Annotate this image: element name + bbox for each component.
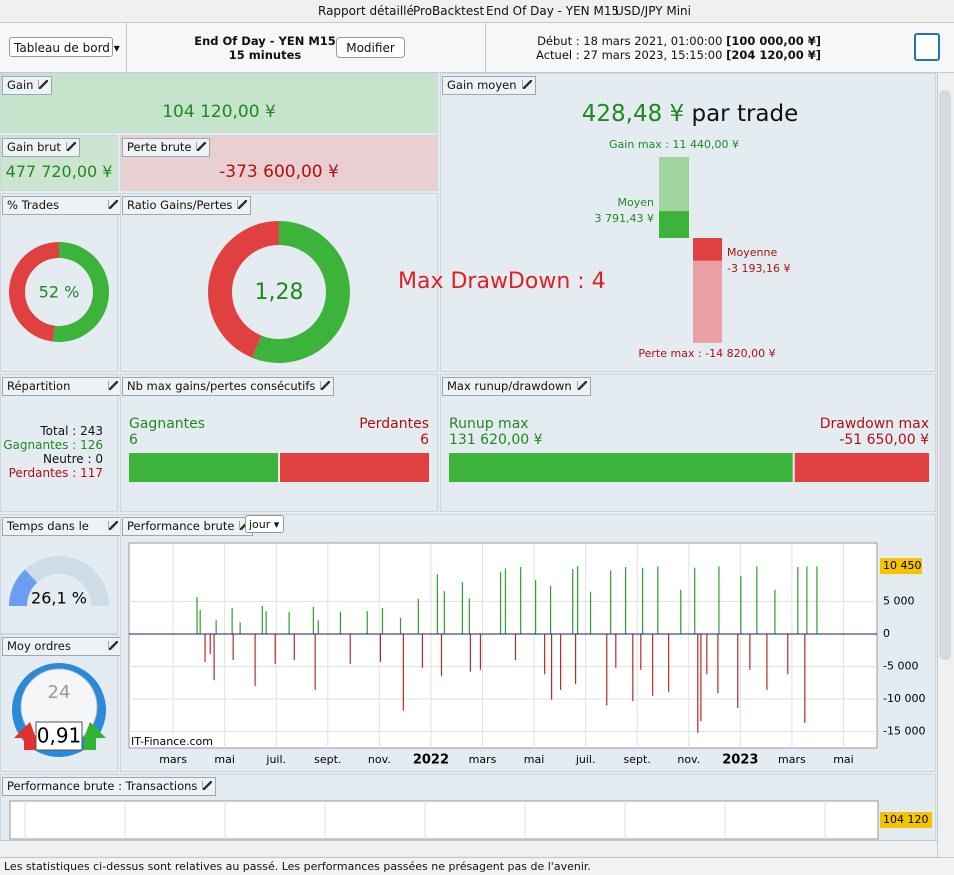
panel-title: Perte brute bbox=[122, 138, 210, 157]
period-label: jour bbox=[249, 518, 270, 531]
start-date: 18 mars 2021, 01:00:00 bbox=[583, 34, 722, 48]
gain-max-value: 11 440,00 ¥ bbox=[672, 138, 738, 151]
avg-gain-value: 428,48 ¥ bbox=[582, 101, 684, 127]
perte-max-text: Perte max : bbox=[638, 347, 701, 360]
rep-value: 0 bbox=[95, 452, 103, 466]
rep-row: Neutre : 0 bbox=[43, 452, 103, 466]
current-date: 27 mars 2023, 15:15:00 bbox=[583, 48, 722, 62]
rep-value: 243 bbox=[80, 424, 103, 438]
moy-ordres-panel: Moy ordres exe... bbox=[0, 634, 118, 772]
moyenne-label: Moyenne bbox=[727, 246, 777, 259]
rep-value: 126 bbox=[80, 438, 103, 452]
menu-item[interactable]: Rapport détaillé bbox=[318, 4, 414, 18]
start-capital: [100 000,00 ¥] bbox=[726, 34, 821, 48]
settings-icon[interactable] bbox=[914, 33, 940, 61]
rep-row: Perdantes : 117 bbox=[9, 466, 103, 480]
panel-title: Gain moyen bbox=[442, 76, 536, 95]
drawdown-label: Drawdown max bbox=[820, 416, 929, 432]
menu-item[interactable]: ProBacktest bbox=[413, 4, 484, 18]
moyenne-value: -3 193,16 ¥ bbox=[727, 262, 790, 275]
panel-title: Ratio Gains/Pertes bbox=[122, 196, 251, 215]
panel-title: Max runup/drawdown bbox=[442, 377, 591, 396]
gain-max-text: Gain max : bbox=[609, 138, 669, 151]
moyen-value: 3 791,43 ¥ bbox=[595, 212, 654, 225]
drawdown-value: -51 650,00 ¥ bbox=[839, 432, 929, 448]
strategy-name: End Of Day - YEN M15 bbox=[194, 34, 336, 48]
panel-title: Gain bbox=[2, 76, 52, 95]
rep-row: Total : 243 bbox=[40, 424, 103, 438]
toolbar-divider bbox=[485, 23, 486, 72]
start-label: Début : bbox=[537, 34, 580, 48]
footer: Les statistiques ci-dessus sont relative… bbox=[0, 857, 954, 875]
transactions-panel: Performance brute : Transactions bbox=[0, 774, 936, 846]
rep-label: Neutre : bbox=[43, 452, 92, 466]
menu-item[interactable]: USD/JPY Mini bbox=[615, 4, 691, 18]
pct-trades-panel: % Trades gagna... bbox=[0, 193, 118, 372]
temps-panel: Temps dans le ... bbox=[0, 514, 118, 634]
view-select[interactable]: Tableau de bord ▾ bbox=[9, 37, 113, 57]
panel-title: Gain brut bbox=[2, 138, 80, 157]
menu-item[interactable]: End Of Day - YEN M15 bbox=[486, 4, 619, 18]
rep-label: Total : bbox=[40, 424, 76, 438]
runup-label: Runup max bbox=[449, 416, 529, 432]
gain-max-label: Gain max : 11 440,00 ¥ bbox=[609, 138, 739, 151]
loss-value: 6 bbox=[420, 432, 429, 448]
h-scrollbar[interactable] bbox=[0, 840, 937, 856]
gain-value: 104 120,00 ¥ bbox=[162, 102, 276, 122]
v-scroll-thumb[interactable] bbox=[939, 90, 951, 660]
perte-max-label: Perte max : -14 820,00 ¥ bbox=[638, 347, 775, 360]
panel-title: Nb max gains/pertes consécutifs bbox=[122, 377, 334, 396]
current-capital: [204 120,00 ¥] bbox=[726, 48, 821, 62]
timeframe: 15 minutes bbox=[229, 48, 301, 62]
rep-row: Gagnantes : 126 bbox=[3, 438, 103, 452]
period-select[interactable]: jour ▾ bbox=[245, 515, 284, 533]
avg-gain-suffix: par trade bbox=[691, 101, 798, 127]
panel-title: Performance brute : Transactions bbox=[2, 777, 216, 796]
panel-title: Répartition des... bbox=[2, 377, 122, 396]
toolbar-divider bbox=[126, 23, 127, 72]
gain-brut-value: 477 720,00 ¥ bbox=[6, 162, 113, 181]
start-info: Début : 18 mars 2021, 01:00:00 [100 000,… bbox=[537, 34, 821, 48]
panel-title: Performance brute bbox=[122, 517, 253, 536]
rep-value: 117 bbox=[80, 466, 103, 480]
current-label: Actuel : bbox=[536, 48, 580, 62]
rep-label: Perdantes : bbox=[9, 466, 77, 480]
perte-brute-value: -373 600,00 ¥ bbox=[219, 162, 339, 182]
performance-panel: Performance brute bbox=[120, 514, 936, 772]
loss-label: Perdantes bbox=[359, 416, 429, 432]
modify-button[interactable]: Modifier bbox=[336, 37, 405, 58]
panel-title: Moy ordres exe... bbox=[2, 637, 122, 656]
moyen-label: Moyen bbox=[618, 196, 654, 209]
current-info: Actuel : 27 mars 2023, 15:15:00 [204 120… bbox=[536, 48, 821, 62]
runup-value: 131 620,00 ¥ bbox=[449, 432, 543, 448]
view-select-label: Tableau de bord bbox=[14, 41, 110, 55]
panel-title: Temps dans le ... bbox=[2, 517, 122, 536]
consecutifs-panel: Nb max gains/pertes consécutifs bbox=[120, 374, 438, 512]
panel-title: % Trades gagna... bbox=[2, 196, 122, 215]
win-value: 6 bbox=[129, 432, 138, 448]
ratio-panel: Ratio Gains/Pertes bbox=[120, 193, 438, 372]
rep-label: Gagnantes : bbox=[3, 438, 76, 452]
win-label: Gagnantes bbox=[129, 416, 205, 432]
avg-gain: 428,48 ¥ par trade bbox=[582, 101, 799, 127]
perte-max-value: -14 820,00 ¥ bbox=[705, 347, 775, 360]
